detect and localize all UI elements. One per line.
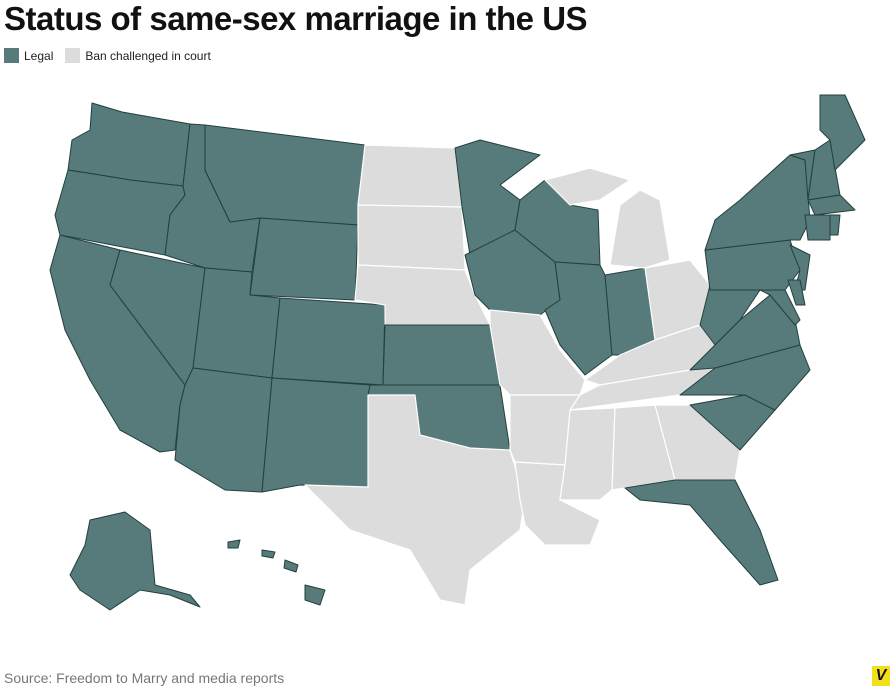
state <box>829 214 841 236</box>
state <box>739 289 801 326</box>
legend-label: Legal <box>24 48 54 63</box>
title: Status of same-sex marriage in the US <box>4 0 588 37</box>
legend-item: Legal <box>4 48 53 63</box>
source: Source: Freedom to Marry and media repor… <box>4 670 285 686</box>
legend-item: Ban challenged in court <box>65 48 211 63</box>
state <box>704 154 811 251</box>
legend: Legal Ban challenged in court <box>4 48 223 63</box>
state <box>261 377 371 493</box>
legend-swatch <box>65 48 81 63</box>
state <box>624 479 779 586</box>
state <box>544 167 631 206</box>
legend-swatch <box>4 48 19 63</box>
logo: V <box>872 666 890 686</box>
state <box>807 194 856 216</box>
state <box>357 204 466 271</box>
state <box>271 297 386 386</box>
state <box>204 124 366 226</box>
state <box>69 511 201 611</box>
state <box>654 404 741 481</box>
state <box>304 584 326 606</box>
state <box>304 394 526 606</box>
state <box>609 189 671 269</box>
state <box>382 324 501 386</box>
state <box>787 279 806 306</box>
legend-label: Ban challenged in court <box>85 48 211 63</box>
state <box>804 214 831 241</box>
state <box>357 144 463 208</box>
states <box>49 94 866 611</box>
state <box>544 261 613 376</box>
state <box>174 367 273 493</box>
state <box>819 94 866 171</box>
state <box>249 217 359 301</box>
state <box>283 559 299 573</box>
state <box>227 539 241 549</box>
state <box>261 549 276 559</box>
